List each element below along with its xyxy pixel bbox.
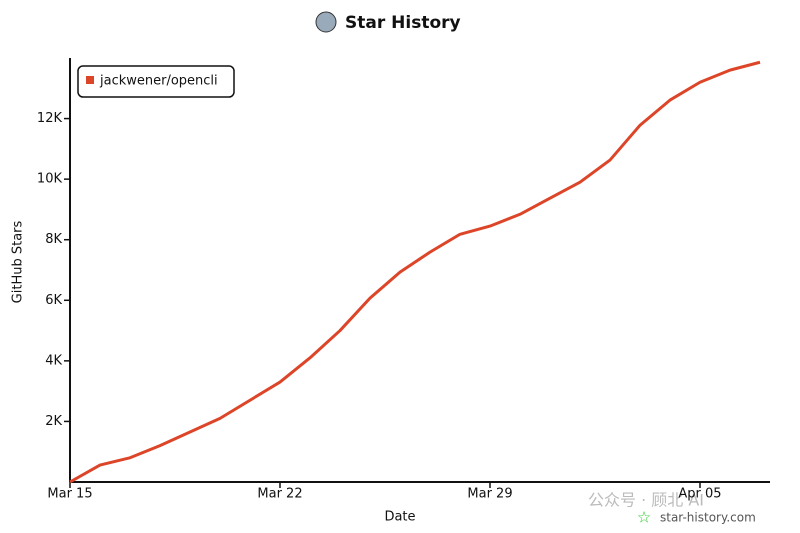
legend-label: jackwener/opencli xyxy=(99,74,218,89)
x-axis-label: Date xyxy=(384,510,415,525)
x-tick-label: Mar 29 xyxy=(467,487,512,502)
y-tick-label: 4K xyxy=(45,353,62,368)
watermark: star-history.com xyxy=(660,511,756,525)
y-tick-label: 6K xyxy=(45,293,62,308)
x-tick-label: Mar 15 xyxy=(47,487,92,502)
y-axis-label: GitHub Stars xyxy=(11,220,26,303)
logo xyxy=(315,11,337,33)
watermark: 公众号 · 顾北 AI xyxy=(588,491,704,510)
y-tick-label: 12K xyxy=(37,111,63,126)
legend-swatch xyxy=(86,76,94,84)
line xyxy=(69,60,761,484)
chart-title: Star History xyxy=(345,13,461,33)
star-icon: ☆ xyxy=(637,508,651,527)
legend xyxy=(77,65,235,98)
y-tick-label: 2K xyxy=(45,414,62,429)
x-tick-label: Apr 05 xyxy=(678,487,721,502)
y-tick-label: 10K xyxy=(37,172,63,187)
y-tick-label: 8K xyxy=(45,232,62,247)
x-tick-label: Mar 22 xyxy=(257,487,302,502)
